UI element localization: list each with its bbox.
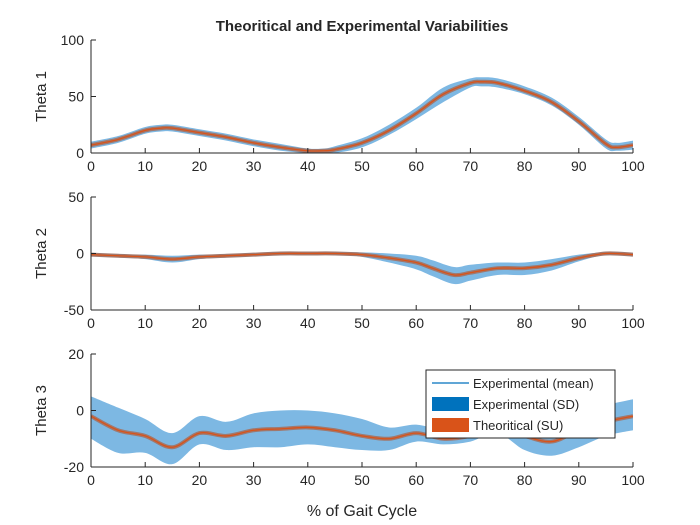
x-tick-label-3-10: 10 xyxy=(137,472,153,488)
x-tick-label-1-20: 20 xyxy=(192,158,208,174)
x-tick-label-1-60: 60 xyxy=(408,158,424,174)
x-tick-label-2-0: 0 xyxy=(87,315,95,331)
x-tick-label-1-30: 30 xyxy=(246,158,262,174)
x-tick-label-2-80: 80 xyxy=(517,315,533,331)
x-tick-label-2-70: 70 xyxy=(463,315,479,331)
y-tick-label-2--50: -50 xyxy=(64,302,84,318)
x-tick-label-3-80: 80 xyxy=(517,472,533,488)
x-tick-label-2-50: 50 xyxy=(354,315,370,331)
x-tick-label-1-80: 80 xyxy=(517,158,533,174)
x-tick-label-1-40: 40 xyxy=(300,158,316,174)
legend-label-1: Experimental (mean) xyxy=(473,376,594,391)
panel-1: 0 10 20 30 40 50 60 70 80 90 100 0 50 100 Theta 1 xyxy=(33,32,645,174)
sd-band-1 xyxy=(91,77,633,153)
x-tick-label-3-40: 40 xyxy=(300,472,316,488)
y-tick-label-3-0: 0 xyxy=(76,403,84,419)
sd-band-2 xyxy=(91,252,633,285)
x-tick-label-2-30: 30 xyxy=(246,315,262,331)
x-tick-label-2-100: 100 xyxy=(621,315,645,331)
y-tick-label-3--20: -20 xyxy=(64,459,84,475)
legend: Experimental (mean) Experimental (SD) Theo… xyxy=(425,369,616,439)
legend-label-2: Experimental (SD) xyxy=(473,397,579,412)
x-tick-label-2-10: 10 xyxy=(137,315,153,331)
x-tick-label-3-30: 30 xyxy=(246,472,262,488)
y-tick-label-1-50: 50 xyxy=(68,89,84,105)
x-tick-label-3-100: 100 xyxy=(621,472,645,488)
legend-label-3: Theoritical (SU) xyxy=(473,418,563,433)
x-tick-label-2-40: 40 xyxy=(300,315,316,331)
x-tick-label-3-50: 50 xyxy=(354,472,370,488)
x-tick-label-1-10: 10 xyxy=(137,158,153,174)
legend-swatch-3 xyxy=(432,418,469,432)
x-tick-label-2-20: 20 xyxy=(192,315,208,331)
theoretical-core-3 xyxy=(91,415,633,448)
figure-title: Theoritical and Experimental Variabiliti… xyxy=(216,18,509,35)
y-tick-label-3-20: 20 xyxy=(68,346,84,362)
x-tick-label-3-90: 90 xyxy=(571,472,587,488)
theoretical-core-2 xyxy=(91,252,633,276)
x-tick-label-2-90: 90 xyxy=(571,315,587,331)
x-tick-label-1-100: 100 xyxy=(621,158,645,174)
x-tick-label-3-70: 70 xyxy=(463,472,479,488)
x-axis-label: % of Gait Cycle xyxy=(307,503,417,520)
x-tick-label-1-50: 50 xyxy=(354,158,370,174)
legend-swatch-2 xyxy=(432,397,469,411)
theoretical-core-1 xyxy=(91,80,633,152)
x-tick-label-1-90: 90 xyxy=(571,158,587,174)
y-axis-label-1: Theta 1 xyxy=(33,71,50,122)
x-tick-label-1-70: 70 xyxy=(463,158,479,174)
x-tick-label-1-0: 0 xyxy=(87,158,95,174)
y-axis-label-2: Theta 2 xyxy=(33,228,50,279)
y-tick-label-2-50: 50 xyxy=(68,189,84,205)
x-tick-label-3-0: 0 xyxy=(87,472,95,488)
x-tick-label-2-60: 60 xyxy=(408,315,424,331)
x-tick-label-3-60: 60 xyxy=(408,472,424,488)
y-tick-label-2-0: 0 xyxy=(76,246,84,262)
y-axis-label-3: Theta 3 xyxy=(33,385,50,436)
y-tick-label-1-100: 100 xyxy=(61,32,85,48)
sd-band-3 xyxy=(91,396,633,465)
x-tick-label-3-20: 20 xyxy=(192,472,208,488)
y-tick-label-1-0: 0 xyxy=(76,145,84,161)
